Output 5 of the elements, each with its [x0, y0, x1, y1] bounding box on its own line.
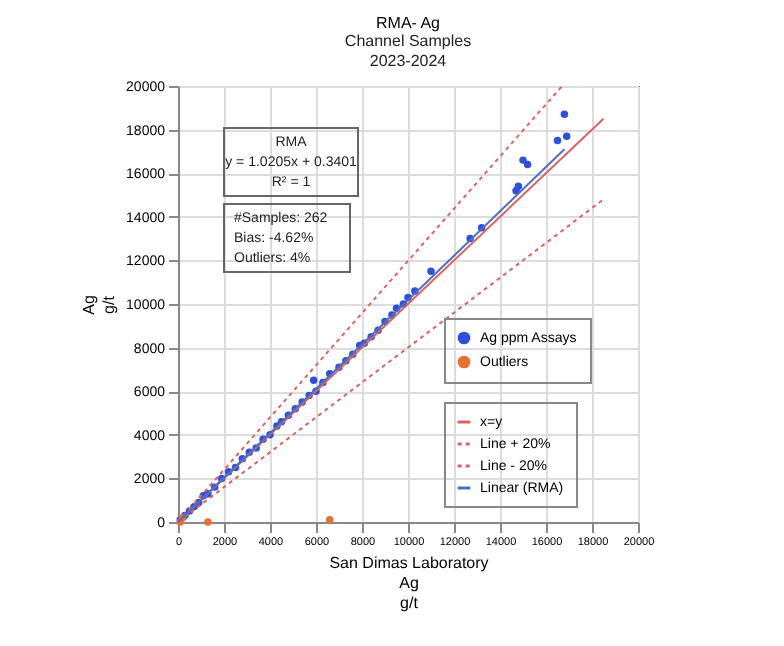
chart-title: RMA- Ag: [375, 14, 441, 32]
x-axis-title: San Dimas Laboratory Ag g/t: [329, 554, 489, 612]
y-axis-title: Ag g/t: [80, 294, 119, 315]
text: Channel Samples: [344, 32, 472, 50]
text: 2023-2024: [369, 52, 447, 70]
